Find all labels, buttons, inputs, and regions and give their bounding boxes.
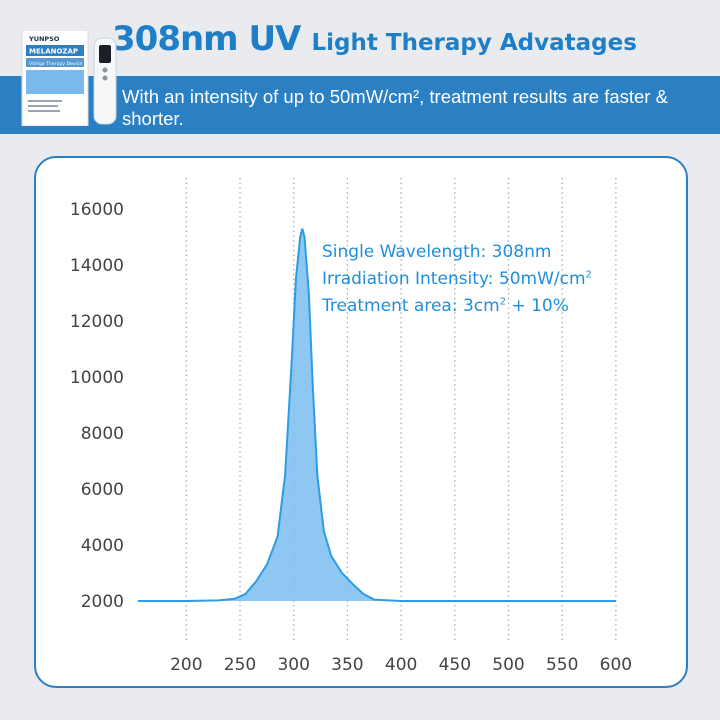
annotation-area-post: + 10% bbox=[506, 296, 569, 316]
product-brand: YUNPSO bbox=[28, 35, 60, 43]
annotation-intensity: Irradiation Intensity: 50mW/cm2 bbox=[322, 269, 592, 289]
title-strong: 308nm UV bbox=[112, 19, 301, 59]
y-tick-label: 12000 bbox=[70, 312, 124, 332]
series-line bbox=[138, 228, 616, 602]
x-tick-label: 400 bbox=[385, 655, 417, 675]
x-tick-label: 600 bbox=[600, 655, 632, 675]
title-rest: Light Therapy Advatages bbox=[311, 30, 637, 56]
y-tick-label: 8000 bbox=[81, 424, 124, 444]
y-tick-label: 2000 bbox=[81, 592, 124, 612]
annotation-area-pre: Treatment area: 3cm bbox=[322, 296, 500, 316]
x-tick-label: 550 bbox=[546, 655, 578, 675]
product-tagline: Vitiligo Therapy Device bbox=[29, 61, 82, 67]
y-tick-label: 16000 bbox=[70, 200, 124, 220]
y-tick-label: 10000 bbox=[70, 368, 124, 388]
product-name: MELANOZAP bbox=[29, 48, 78, 56]
annotation-intensity-sup: 2 bbox=[585, 269, 592, 281]
annotation-intensity-text: Irradiation Intensity: 50mW/cm bbox=[322, 269, 586, 289]
annotation-wavelength: Single Wavelength: 308nm bbox=[322, 242, 552, 262]
product-image: YUNPSO MELANOZAP Vitiligo Therapy Device bbox=[20, 29, 120, 127]
annotation-area: Treatment area: 3cm2 + 10% bbox=[322, 296, 569, 316]
x-tick-label: 200 bbox=[170, 655, 202, 675]
x-tick-label: 300 bbox=[277, 655, 309, 675]
x-tick-label: 500 bbox=[492, 655, 524, 675]
subtitle-text: With an intensity of up to 50mW/cm², tre… bbox=[122, 86, 668, 129]
subtitle-banner bbox=[0, 76, 720, 134]
y-tick-label: 14000 bbox=[70, 256, 124, 276]
annotation-area-sup: 2 bbox=[499, 296, 507, 308]
x-tick-label: 450 bbox=[439, 655, 471, 675]
y-tick-label: 4000 bbox=[81, 536, 124, 556]
y-tick-label: 6000 bbox=[81, 480, 124, 500]
x-tick-label: 350 bbox=[331, 655, 363, 675]
x-tick-label: 250 bbox=[224, 655, 256, 675]
page-title: 308nm UV Light Therapy Advatages bbox=[112, 22, 637, 56]
